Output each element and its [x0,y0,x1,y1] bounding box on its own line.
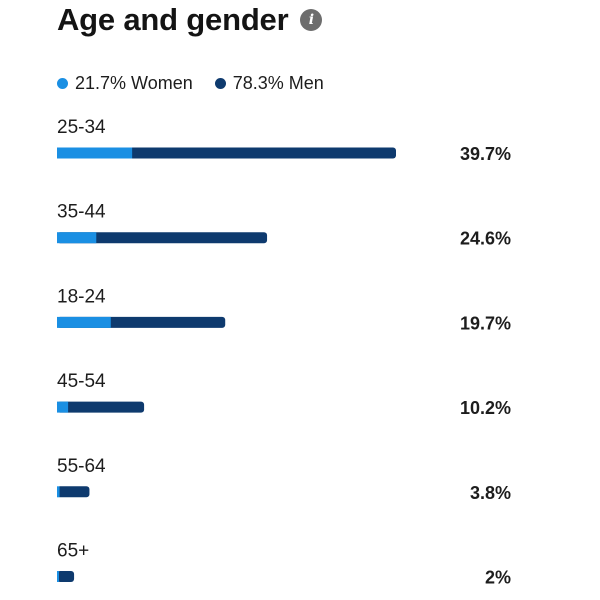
bar-women-45-54 [57,401,69,413]
chart-title: Age and gender [57,2,289,37]
category-label-35-44: 35-44 [57,202,106,223]
percent-label-18-24: 19.7% [460,313,511,333]
legend-dot-men [214,77,226,89]
chart-legend: 21.7% Women 78.3% Men [57,71,346,95]
bar-row-65plus: 65+ 2% [57,541,511,588]
percent-label-45-54: 10.2% [460,398,511,418]
chart-header: Age and gender i [57,0,323,40]
bar-row-18-24: 18-24 19.7% [57,286,511,333]
bar-women-35-44 [57,232,97,244]
bar-men-65plus [57,571,75,582]
bar-women-55-64 [57,486,60,498]
legend-item-women: 21.7% Women [57,73,193,94]
legend-dot-women [57,77,68,89]
category-label-25-34: 25-34 [57,117,106,138]
percent-label-65plus: 2% [485,568,511,588]
legend-label-men: 78.3% Men [232,72,324,93]
legend-label-women: 21.7% Women [75,72,193,93]
percent-label-25-34: 39.7% [460,144,511,164]
bar-row-55-64: 55-64 3.8% [57,456,511,503]
bar-men-25-34 [57,147,396,159]
category-label-18-24: 18-24 [57,286,106,307]
bar-women-25-34 [57,147,133,159]
bar-women-65plus [57,571,59,582]
percent-label-35-44: 24.6% [460,229,511,249]
category-label-55-64: 55-64 [57,456,106,477]
bar-row-25-34: 25-34 39.7% [57,117,511,164]
info-icon[interactable]: i [300,9,323,31]
legend-item-men: 78.3% Men [214,72,324,94]
bar-men-45-54 [57,401,145,413]
percent-label-55-64: 3.8% [470,483,511,503]
bar-women-18-24 [57,316,111,328]
category-label-65plus: 65+ [57,541,89,562]
category-label-45-54: 45-54 [57,371,106,392]
bar-row-35-44: 35-44 24.6% [57,202,511,249]
bar-men-55-64 [57,486,90,498]
bar-men-35-44 [57,232,268,244]
bar-row-45-54: 45-54 10.2% [57,371,511,418]
